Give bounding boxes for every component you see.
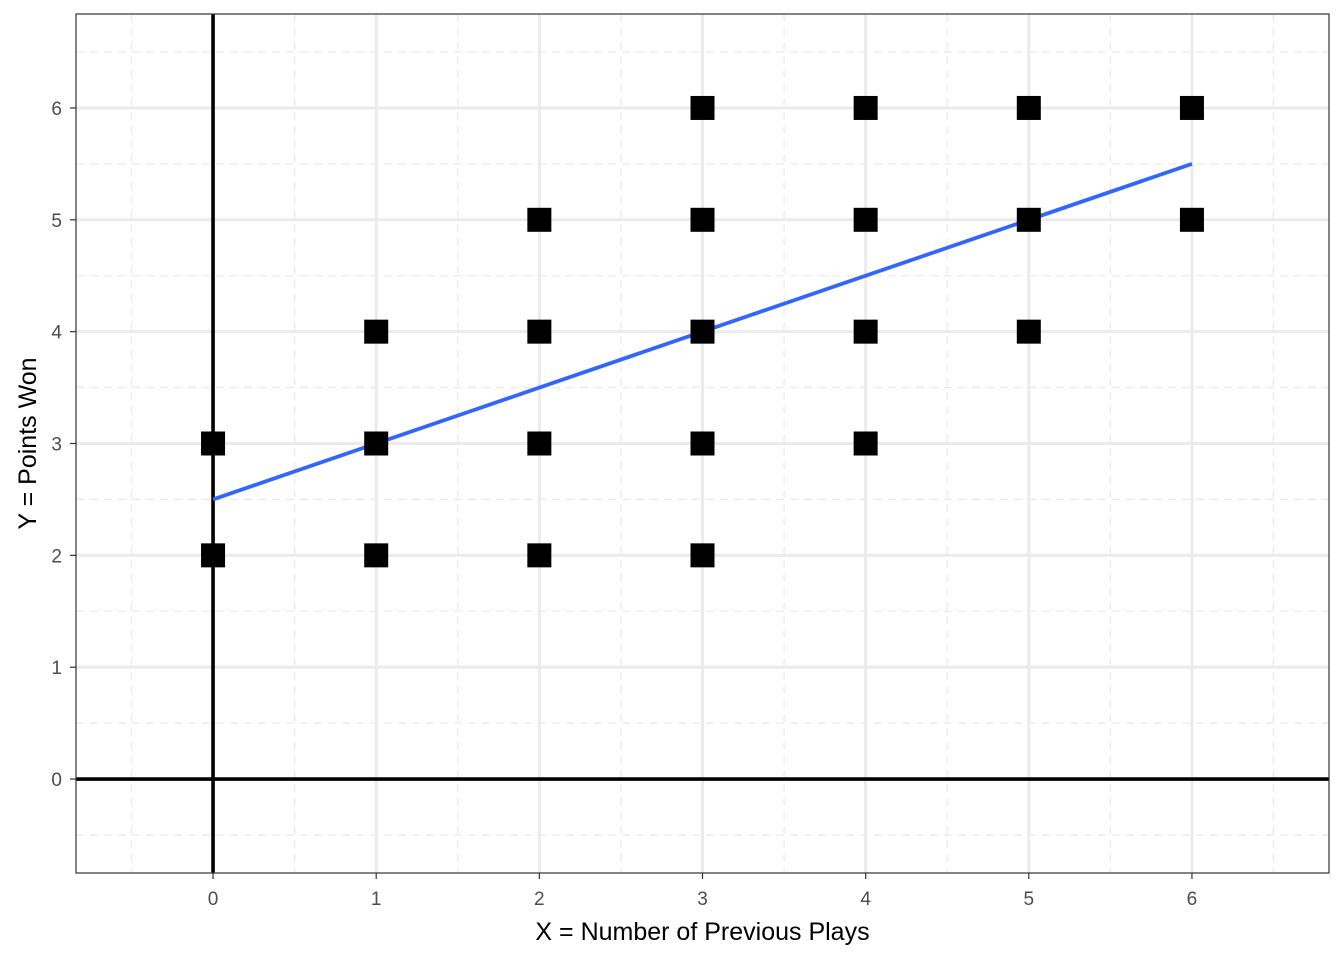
data-point: [201, 543, 226, 568]
data-point: [364, 319, 389, 344]
data-point: [1016, 95, 1041, 120]
x-tick-label: 3: [697, 889, 708, 910]
y-tick-label: 2: [51, 546, 62, 567]
data-point: [853, 95, 878, 120]
y-tick-label: 6: [51, 99, 62, 120]
data-point: [690, 543, 715, 568]
data-point: [364, 431, 389, 456]
x-tick-label: 6: [1187, 889, 1198, 910]
y-axis-ticks: 0 1 2 3 4 5 6: [51, 99, 76, 791]
y-tick-label: 4: [51, 323, 62, 344]
x-tick-label: 5: [1024, 889, 1035, 910]
data-point: [853, 319, 878, 344]
y-tick-label: 1: [51, 658, 62, 679]
points-layer: [201, 95, 1204, 568]
data-point: [1016, 319, 1041, 344]
data-point: [527, 543, 552, 568]
data-point: [201, 431, 226, 456]
data-point: [690, 95, 715, 120]
data-point: [690, 431, 715, 456]
x-tick-label: 4: [860, 889, 871, 910]
data-point: [527, 319, 552, 344]
x-axis-title: X = Number of Previous Plays: [535, 918, 869, 946]
y-tick-label: 5: [51, 211, 62, 232]
y-axis-title: Y = Points Won: [14, 357, 42, 529]
data-point: [853, 207, 878, 232]
data-point: [364, 543, 389, 568]
y-tick-label: 3: [51, 435, 62, 456]
x-tick-label: 2: [534, 889, 545, 910]
x-axis-ticks: 0 1 2 3 4 5 6: [208, 873, 1197, 910]
x-tick-label: 1: [371, 889, 382, 910]
data-point: [527, 431, 552, 456]
data-point: [527, 207, 552, 232]
data-point: [690, 319, 715, 344]
data-point: [690, 207, 715, 232]
data-point: [1016, 207, 1041, 232]
data-point: [1179, 95, 1204, 120]
minor-grid: [76, 14, 1329, 873]
y-tick-label: 0: [51, 770, 62, 791]
data-point: [853, 431, 878, 456]
data-point: [1179, 207, 1204, 232]
x-tick-label: 0: [208, 889, 219, 910]
